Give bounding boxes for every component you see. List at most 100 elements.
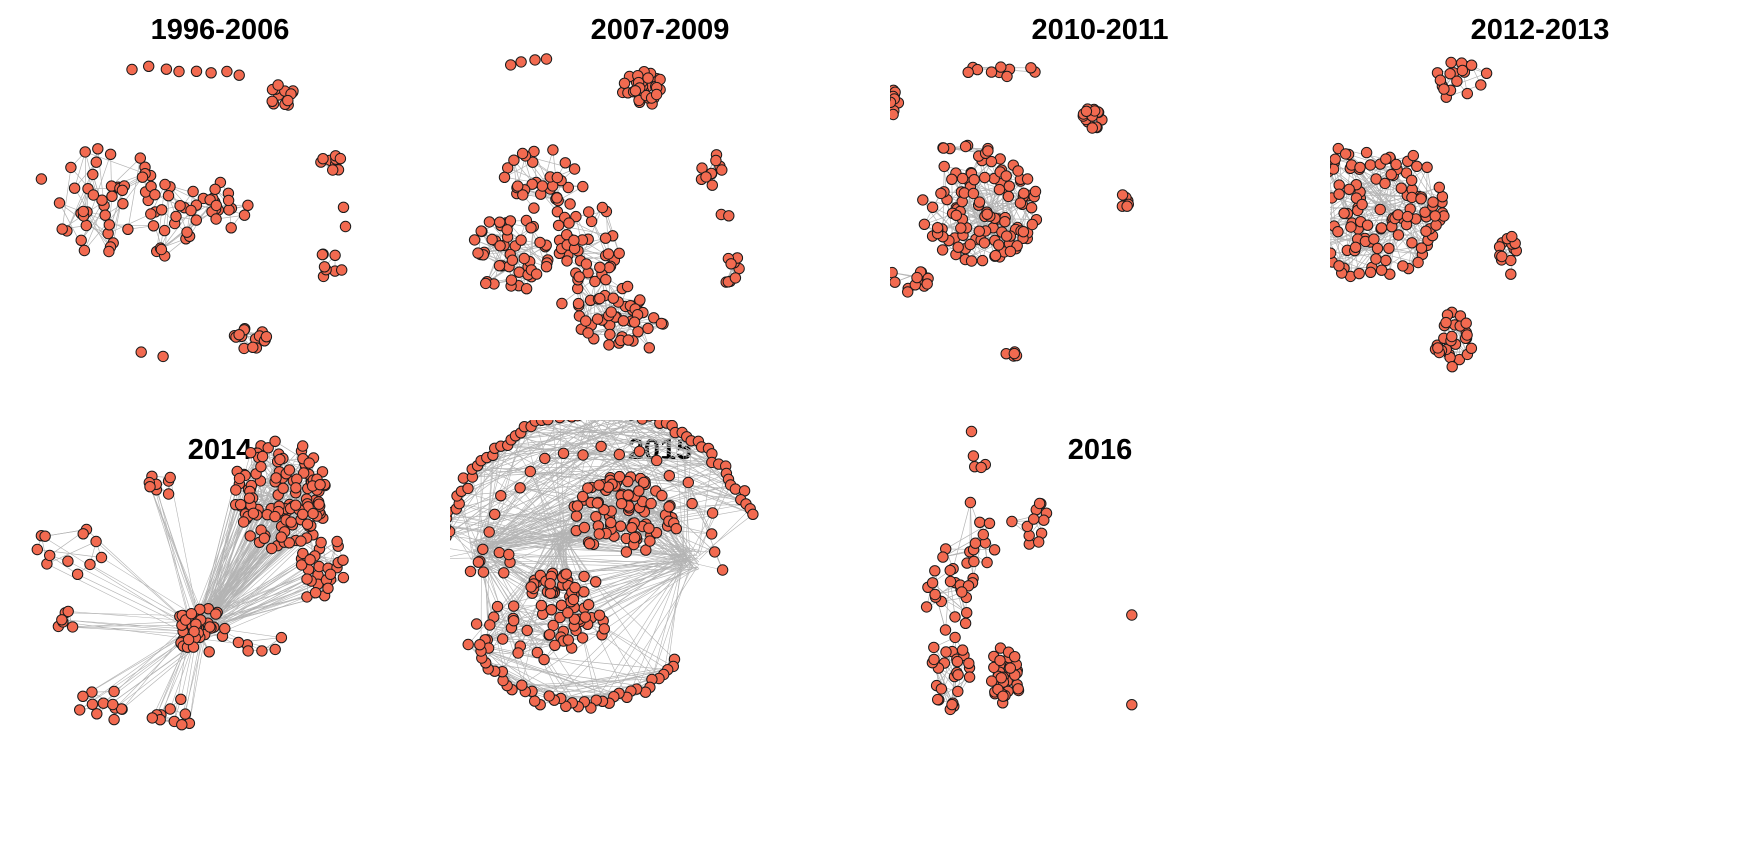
graph-node	[322, 582, 334, 595]
graph-node	[179, 708, 192, 720]
graph-node	[594, 261, 606, 273]
graph-node	[470, 618, 483, 630]
graph-node	[1390, 158, 1402, 171]
graph-edge	[149, 482, 202, 628]
panel-title: 2007-2009	[590, 14, 730, 46]
graph-node	[464, 565, 477, 578]
graph-node	[147, 220, 160, 232]
graph-edge	[209, 559, 311, 618]
graph-node	[723, 210, 735, 222]
graph-node	[642, 72, 654, 84]
graph-node	[182, 633, 195, 646]
graph-node	[562, 634, 575, 646]
graph-node	[316, 248, 329, 261]
graph-node	[247, 341, 259, 353]
graph-node	[210, 213, 222, 225]
network-graph	[468, 53, 745, 354]
graph-node	[959, 140, 972, 153]
network-panel-2012-2013: 2012-2013	[1330, 0, 1750, 420]
graph-node	[570, 510, 583, 522]
graph-edge	[41, 535, 191, 629]
graph-edge	[1330, 219, 1377, 260]
graph-edge	[450, 527, 488, 547]
graph-node	[937, 142, 950, 154]
graph-node	[663, 501, 675, 513]
graph-edge	[570, 561, 683, 602]
graph-node	[956, 586, 968, 598]
graph-node	[643, 342, 656, 354]
graph-node	[1338, 207, 1350, 220]
graph-node	[190, 214, 203, 226]
graph-node	[580, 258, 593, 270]
network-graph	[1330, 56, 1523, 373]
graph-node	[944, 575, 957, 588]
graph-node	[462, 482, 474, 495]
graph-edge	[521, 566, 699, 686]
graph-edge	[156, 489, 202, 629]
graph-edge	[148, 482, 198, 631]
graph-node	[963, 671, 976, 683]
graph-node	[582, 327, 594, 339]
graph-edge	[524, 426, 754, 515]
graph-edge	[932, 582, 967, 613]
graph-node	[1375, 264, 1388, 276]
graph-node	[946, 698, 958, 711]
graph-edge	[473, 432, 683, 544]
graph-node	[589, 275, 601, 288]
graph-node	[577, 449, 589, 461]
graph-node	[583, 538, 596, 550]
graph-node	[567, 420, 577, 423]
graph-edge	[192, 462, 310, 624]
graph-node	[706, 179, 718, 191]
graph-edge	[588, 553, 698, 606]
graph-node	[297, 547, 309, 560]
graph-edge	[480, 543, 526, 692]
graph-node	[497, 633, 509, 645]
graph-edge	[199, 471, 238, 621]
graph-node	[84, 558, 96, 571]
graph-node	[577, 490, 589, 503]
graph-node	[1395, 182, 1408, 194]
graph-edge	[485, 426, 525, 547]
graph-edge	[484, 423, 660, 552]
graph-node	[573, 271, 585, 283]
graph-edge	[80, 185, 112, 241]
graph-edge	[508, 554, 692, 571]
graph-edge	[663, 565, 683, 675]
graph-node	[1446, 330, 1458, 343]
graph-node	[1330, 163, 1340, 175]
graph-node	[921, 278, 933, 290]
graph-node	[210, 199, 223, 212]
graph-node	[604, 328, 616, 341]
graph-edge	[191, 453, 258, 622]
graph-node	[598, 623, 611, 635]
graph-node	[1029, 185, 1042, 198]
graph-node	[976, 254, 989, 267]
graph-node	[78, 244, 91, 257]
graph-edge	[46, 541, 97, 565]
graph-node	[918, 218, 931, 231]
graph-node	[97, 697, 110, 709]
graph-node	[890, 266, 898, 279]
graph-edge	[485, 531, 554, 663]
graph-node	[242, 199, 254, 212]
graph-node	[1465, 342, 1478, 354]
network-panel-2015: 2015	[450, 420, 870, 840]
graph-node	[544, 587, 557, 600]
graph-node	[988, 544, 1001, 556]
graph-node	[607, 292, 620, 304]
graph-node	[529, 695, 541, 707]
graph-edge	[127, 158, 141, 230]
graph-node	[551, 171, 564, 184]
graph-node	[938, 160, 950, 173]
graph-node	[935, 683, 948, 695]
graph-edge	[530, 471, 560, 541]
graph-node	[917, 194, 929, 206]
graph-node	[572, 297, 585, 310]
graph-edge	[484, 547, 554, 640]
graph-node	[270, 472, 282, 484]
graph-node	[337, 201, 350, 214]
graph-node	[1349, 241, 1362, 254]
graph-node	[1370, 253, 1382, 265]
graph-node	[952, 685, 964, 698]
